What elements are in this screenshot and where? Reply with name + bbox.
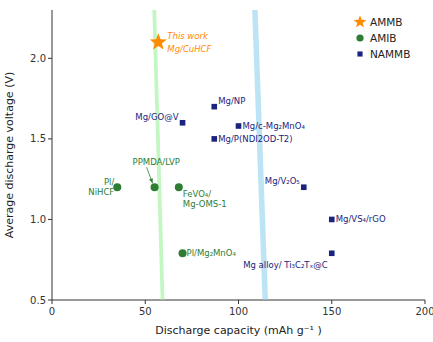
point-label-line: Mg/CuHCF [167, 44, 211, 54]
y-tick-label: 0.5 [30, 295, 46, 306]
point-square [329, 217, 335, 223]
legend-marker [354, 15, 367, 27]
y-tick-label: 2.0 [30, 53, 46, 64]
legend-label: AMIB [370, 32, 397, 44]
y-axis-label: Average discharge voltage (V) [3, 72, 16, 238]
y-tick [48, 219, 52, 220]
point-label-line: Mg/VS₄/rGO [336, 214, 386, 224]
y-tick-label: 1.5 [30, 133, 46, 144]
point-label: Mg/GO@V [135, 112, 178, 122]
y-tick [48, 58, 52, 59]
point-label: PPMDA/LVP [133, 157, 180, 167]
point-circle [179, 249, 187, 257]
point-square [211, 104, 217, 110]
point-label-line: Mg-OMS-1 [183, 199, 227, 209]
point-label: Mg/c-Mg₂MnO₄ [243, 121, 306, 131]
point-label-line: This work [167, 31, 209, 41]
x-tick [238, 300, 239, 304]
y-tick [48, 138, 52, 139]
legend-marker [357, 51, 362, 56]
point-circle [113, 183, 121, 191]
point-label-line: NiHCF [88, 187, 114, 197]
point-label-line: Pl/ [104, 177, 114, 187]
background [0, 0, 433, 342]
point-label-line: Mg alloy/ Ti₃C₂Tₓ@C [243, 260, 328, 270]
region-ellipse [163, 10, 358, 300]
point-label-line: Mg/P(NDI2OD-T2) [218, 134, 292, 144]
legend-label: NAMMB [370, 48, 410, 60]
point-square [301, 184, 307, 190]
point-square [329, 250, 335, 256]
point-label: Mg/V₂O₅ [265, 176, 300, 186]
axes: 0 50 100 150 200 0.5 1.0 1.5 2.0 [30, 10, 433, 317]
point-square [236, 123, 242, 129]
label-arrow-head [149, 178, 153, 183]
point-label-line: Mg/c-Mg₂MnO₄ [243, 121, 306, 131]
point-label: Mg alloy/ Ti₃C₂Tₓ@C [243, 260, 328, 270]
x-tick-label: 150 [322, 306, 341, 317]
point-label: Mg/NP [218, 96, 245, 106]
x-tick-label: 0 [49, 306, 55, 317]
x-tick [145, 300, 146, 304]
x-tick-label: 50 [139, 306, 152, 317]
x-tick-label: 200 [415, 306, 433, 317]
point-label: This work Mg/CuHCF [167, 31, 211, 54]
point-circle [151, 183, 159, 191]
point-star [150, 33, 167, 49]
x-tick-label: 100 [229, 306, 248, 317]
y-axis-line [52, 10, 53, 300]
y-tick [48, 300, 52, 301]
legend-label: AMMB [370, 16, 403, 28]
point-label: Mg/P(NDI2OD-T2) [218, 134, 292, 144]
x-axis-label: Discharge capacity (mAh g⁻¹ ) [155, 324, 322, 337]
point-label: Pl/Mg₂MnO₄ [187, 248, 237, 258]
y-tick-label: 1.0 [30, 214, 46, 225]
point-square [180, 120, 186, 126]
point-label-line: Mg/GO@V [135, 112, 178, 122]
point-label-line: FeVO₄/ [183, 189, 211, 199]
point-square [211, 136, 217, 142]
x-tick [52, 300, 53, 304]
x-tick [425, 300, 426, 304]
point-label: Pl/NiHCF [88, 177, 114, 197]
point-label-line: Mg/NP [218, 96, 245, 106]
point-label: FeVO₄/Mg-OMS-1 [183, 189, 227, 209]
chart: 0 50 100 150 200 0.5 1.0 1.5 2.0 Discharge capaci… [0, 0, 433, 342]
label-arrow [147, 167, 153, 183]
point-circle [175, 183, 183, 191]
point-label-line: Mg/V₂O₅ [265, 176, 300, 186]
legend: AMMB AMIB NAMMB [354, 15, 411, 60]
point-label-line: PPMDA/LVP [133, 157, 180, 167]
point-label: Mg/VS₄/rGO [336, 214, 386, 224]
point-labels: This work Mg/CuHCF Pl/NiHCF PPMDA/LVP FeVO₄/… [88, 31, 386, 270]
legend-marker [356, 34, 363, 41]
plot-area [105, 10, 359, 300]
point-label-line: Pl/Mg₂MnO₄ [187, 248, 237, 258]
x-tick [331, 300, 332, 304]
